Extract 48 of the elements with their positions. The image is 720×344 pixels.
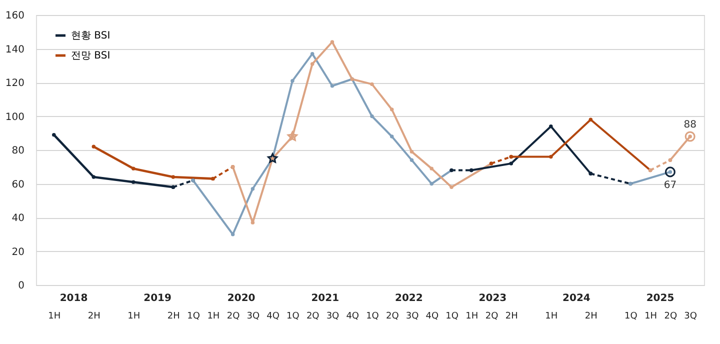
x-tick-label: 1Q xyxy=(446,312,458,322)
x-tick-label: 4Q xyxy=(266,312,280,322)
y-tick-label: 80 xyxy=(12,146,24,156)
y-tick-label: 20 xyxy=(12,246,24,258)
x-tick-label: 1Q xyxy=(624,312,638,322)
y-tick-label: 140 xyxy=(5,44,24,56)
x-tick-label: 4Q xyxy=(346,312,360,322)
text: 2025 xyxy=(646,293,674,304)
x-tick-label: 1H xyxy=(128,312,140,322)
x-tick-label: 4Q xyxy=(426,312,439,322)
x-tick-label: 1H xyxy=(48,312,61,322)
text: 2020 xyxy=(227,293,256,304)
x-tick-label: 1Q xyxy=(187,312,200,322)
x-tick-label: 3Q xyxy=(406,312,419,322)
y-tick-label: 120 xyxy=(5,78,24,89)
data-label: 67 xyxy=(664,180,677,191)
x-tick-label: 2H xyxy=(584,312,598,322)
x-tick-label: 1H xyxy=(466,312,478,322)
x-tick-label: 1H xyxy=(207,312,220,322)
legend-label: 전망 BSI xyxy=(71,50,110,62)
x-tick-label: 3Q xyxy=(684,312,697,322)
x-tick-label: 2Q xyxy=(485,312,498,322)
x-tick-label: 1H xyxy=(644,312,658,322)
y-tick-label: 60 xyxy=(12,179,24,190)
x-tick-label: 3Q xyxy=(326,312,340,322)
y-tick-label: 40 xyxy=(12,213,24,224)
x-tick-label: 2Q xyxy=(226,312,240,322)
data-label: 88 xyxy=(684,120,696,130)
x-tick-label: 1Q xyxy=(366,312,379,322)
x-tick-label: 2H xyxy=(88,312,100,322)
y-tick-label: 100 xyxy=(5,112,24,123)
x-tick-label: 1H xyxy=(545,312,558,322)
text: 2024 xyxy=(562,293,590,304)
y-tick-label: 160 xyxy=(5,10,24,22)
legend-label: 현황 BSI xyxy=(71,30,110,42)
x-tick-label: 3Q xyxy=(246,312,260,322)
text: 2021 xyxy=(311,293,340,304)
text: 2018 xyxy=(60,293,88,304)
text: 2022 xyxy=(394,293,423,304)
x-tick-label: 2H xyxy=(167,312,180,322)
text: 2019 xyxy=(144,293,172,304)
text: 2023 xyxy=(478,293,507,304)
y-tick-label: 0 xyxy=(18,280,24,292)
x-tick-label: 2Q xyxy=(386,312,399,322)
x-tick-label: 2Q xyxy=(664,312,678,322)
x-tick-label: 1Q xyxy=(286,312,300,322)
x-tick-label: 2H xyxy=(505,312,518,322)
x-tick-label: 2Q xyxy=(306,312,320,322)
